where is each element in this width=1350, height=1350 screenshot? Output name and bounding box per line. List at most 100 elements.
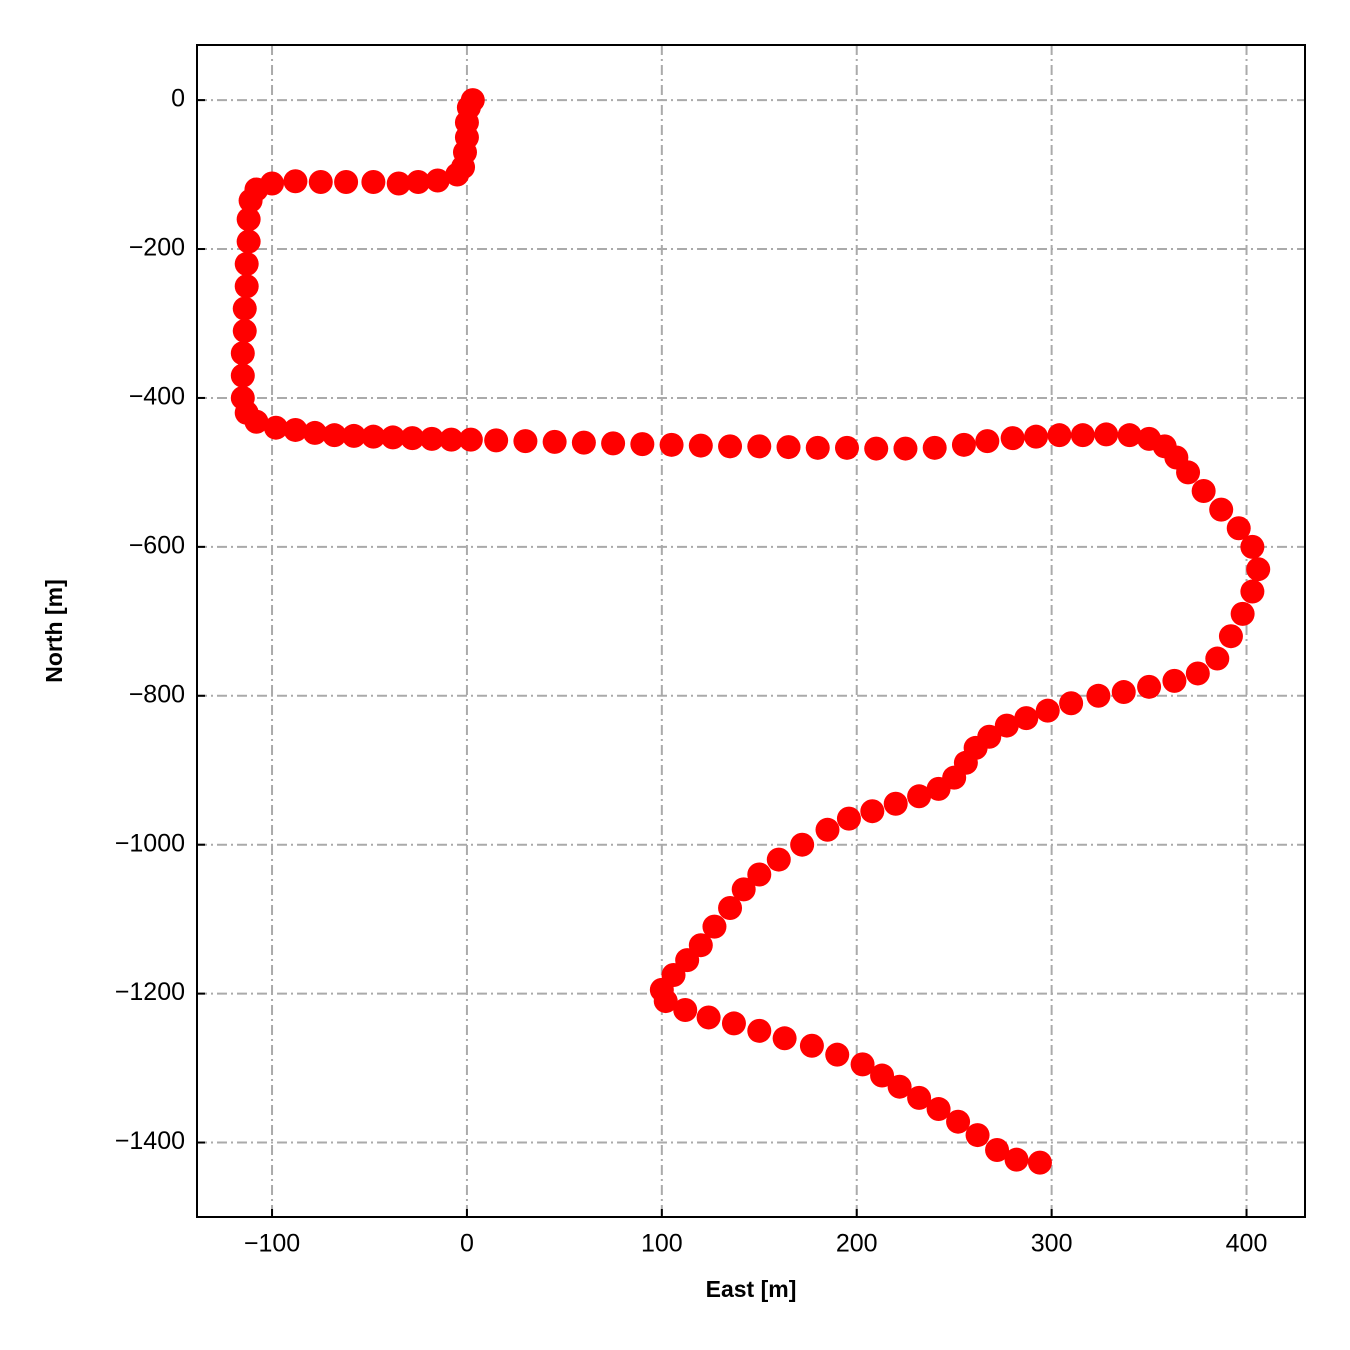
point [1004,1147,1029,1172]
point [883,791,908,816]
x-tick-label: 400 [1226,1230,1268,1258]
point [1230,601,1255,626]
point [263,415,288,440]
x-tick-label: 0 [460,1230,474,1258]
point [926,1097,951,1122]
point [1094,422,1119,447]
point [1240,534,1265,559]
point [799,1033,824,1058]
point [1059,691,1084,716]
x-tick-label: −100 [244,1230,300,1258]
point [406,170,431,195]
point [985,1137,1010,1162]
x-tick-label: 100 [641,1230,683,1258]
point [776,435,801,460]
point [864,436,889,461]
point [542,429,567,454]
x-axis-label: East [m] [706,1276,797,1302]
point [696,1005,721,1030]
point [1137,674,1162,699]
point [834,435,859,460]
point [805,435,830,460]
point [860,799,885,824]
point [1024,424,1049,449]
point [673,998,698,1023]
point [907,1085,932,1110]
point [361,424,386,449]
point [926,776,951,801]
point [907,784,932,809]
point [244,409,269,434]
point [361,170,386,195]
y-axis-label: North [m] [41,579,67,682]
point [236,207,261,232]
point [400,426,425,451]
point [747,1018,772,1043]
point [951,432,976,457]
point [458,427,483,452]
point [836,806,861,831]
point [236,229,261,254]
point [1035,698,1060,723]
point [322,423,347,448]
point [965,1123,990,1148]
point [975,429,1000,454]
point [484,428,509,453]
point [1185,661,1210,686]
point [513,429,538,454]
point [232,318,257,343]
point [688,433,713,458]
point [1047,423,1072,448]
point [1111,680,1136,705]
point [653,989,678,1014]
point [425,168,450,193]
point [815,817,840,842]
point [893,436,918,461]
point [659,432,684,457]
point [419,426,444,451]
point [1205,646,1230,671]
point [1086,683,1111,708]
point [1246,557,1271,582]
point [439,427,464,452]
y-tick-label: −1200 [115,978,185,1006]
point [747,434,772,459]
point [766,847,791,872]
point [283,169,308,194]
y-tick-label: −600 [129,531,185,559]
point [630,432,655,457]
point [302,420,327,445]
point [731,877,756,902]
point [946,1109,971,1134]
point [718,434,743,459]
point [1240,579,1265,604]
point [718,895,743,920]
x-tick-label: 300 [1031,1230,1073,1258]
point [1218,624,1243,649]
point [380,425,405,450]
point [850,1052,875,1077]
point [702,914,727,939]
point [1176,460,1201,485]
point [1000,426,1025,451]
point [1027,1150,1052,1175]
y-tick-label: −200 [129,234,185,262]
point [571,430,596,455]
y-tick-label: −1000 [115,829,185,857]
point [1117,423,1142,448]
point [230,341,255,366]
point [230,363,255,388]
point [994,713,1019,738]
point [1014,706,1039,731]
point [601,431,626,456]
y-tick-label: −800 [129,680,185,708]
point [238,188,263,213]
point [790,832,815,857]
point [334,170,359,195]
point [234,274,259,299]
point [1070,423,1095,448]
point [747,862,772,887]
point [234,251,259,276]
point [887,1074,912,1099]
